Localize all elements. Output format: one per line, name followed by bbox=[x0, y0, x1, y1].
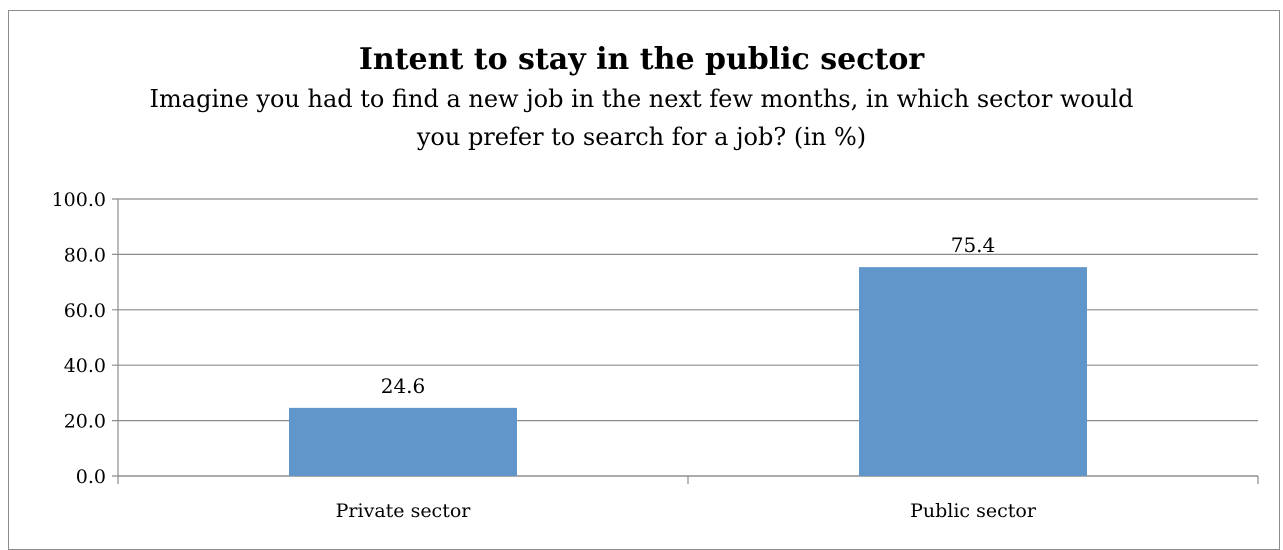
y-tick-label: 60.0 bbox=[64, 300, 106, 322]
data-label: 24.6 bbox=[381, 374, 426, 398]
y-tick-label: 0.0 bbox=[76, 466, 106, 488]
bar-chart: 0.0 20.0 40.0 60.0 80.0 100.0 24.6 Private sect… bbox=[52, 189, 1259, 522]
bar bbox=[859, 267, 1087, 476]
chart-title: Intent to stay in the public sector bbox=[358, 42, 925, 77]
x-category-label: Public sector bbox=[910, 500, 1037, 522]
data-label: 75.4 bbox=[951, 233, 996, 257]
y-tick-label: 80.0 bbox=[64, 244, 106, 266]
y-tick-label: 40.0 bbox=[64, 355, 106, 377]
x-category-label: Private sector bbox=[336, 500, 472, 522]
bar bbox=[289, 407, 517, 476]
chart-subtitle: Imagine you had to find a new job in the… bbox=[149, 85, 1134, 151]
y-tick-label: 20.0 bbox=[64, 411, 106, 433]
y-tick-label: 100.0 bbox=[52, 189, 106, 211]
